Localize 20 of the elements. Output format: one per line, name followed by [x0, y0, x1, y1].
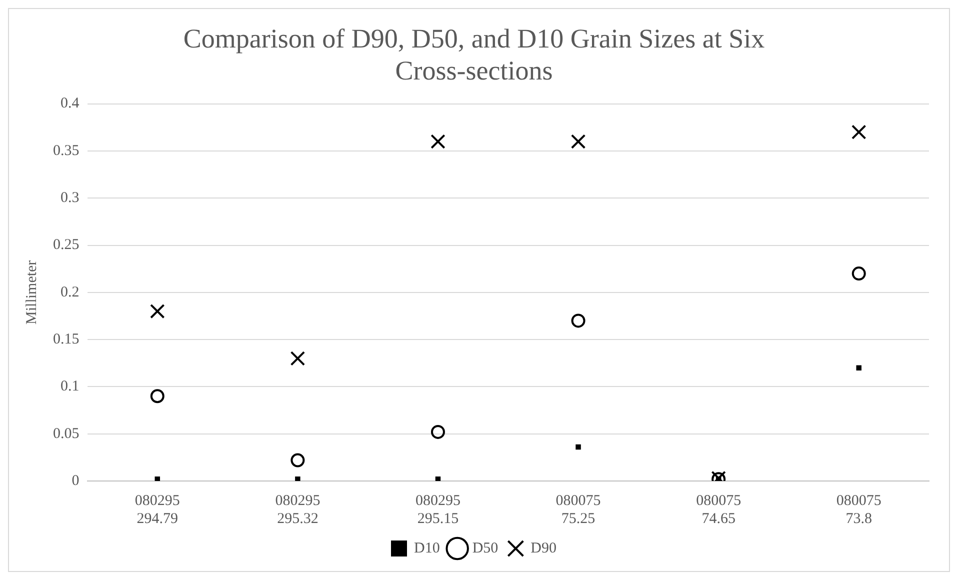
x-tick-label: 080075 74.65	[696, 492, 742, 527]
x-tick-label: 080075 73.8	[836, 492, 882, 527]
x-tick-label: 080295 295.32	[275, 492, 320, 527]
y-axis-title: Millimeter	[24, 260, 40, 324]
chart-title: Comparison of D90, D50, and D10 Grain Sizes at Six Cross-sections	[183, 23, 766, 86]
y-tick-label: 0.05	[53, 426, 80, 442]
y-tick-label: 0.4	[60, 96, 80, 112]
x-tick-label: 080295 294.79	[134, 492, 180, 527]
y-tick-label: 0.35	[53, 142, 80, 159]
y-tick-label: 0	[72, 472, 80, 489]
y-tick-label: 0.15	[53, 331, 80, 348]
x-tick-label: 080295 295.15	[415, 492, 460, 527]
y-tick-label: 0.25	[53, 237, 80, 254]
legend-label: D10	[414, 540, 440, 556]
legend-label: D90	[530, 540, 557, 556]
legend-label: D50	[472, 540, 498, 556]
y-tick-label: 0.1	[60, 378, 80, 395]
y-tick-label: 0.2	[60, 284, 80, 300]
y-tick-label: 0.3	[60, 190, 80, 206]
x-tick-label: 080075 75.25	[556, 492, 601, 527]
